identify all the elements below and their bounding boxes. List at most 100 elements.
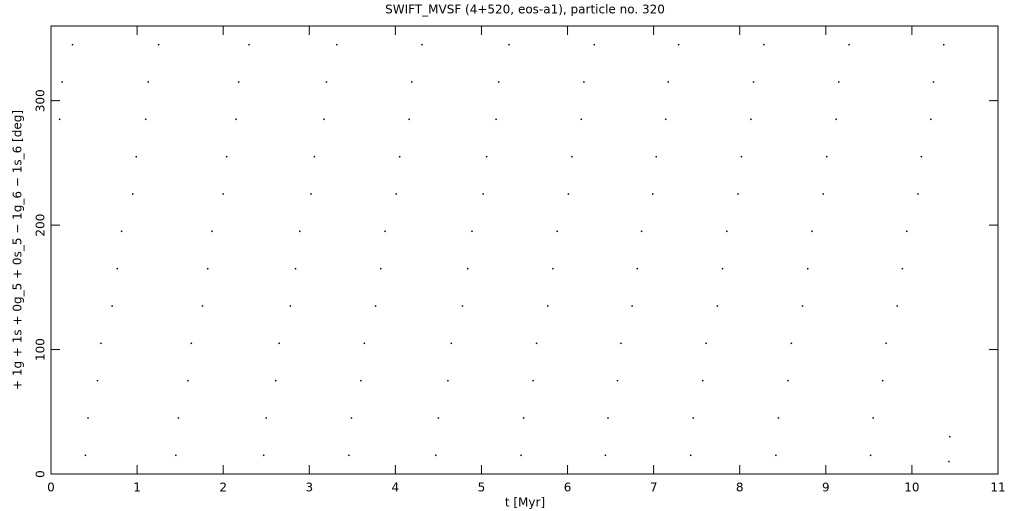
point bbox=[930, 118, 932, 121]
point bbox=[299, 230, 301, 233]
point bbox=[532, 379, 534, 382]
point bbox=[410, 81, 413, 83]
point bbox=[822, 193, 824, 195]
point bbox=[701, 379, 704, 382]
point bbox=[689, 454, 692, 457]
point bbox=[567, 193, 570, 195]
point bbox=[395, 193, 397, 195]
y-tick-label: 0 bbox=[34, 470, 48, 478]
point bbox=[408, 118, 410, 121]
point bbox=[310, 193, 312, 195]
point bbox=[801, 305, 804, 307]
point bbox=[869, 454, 872, 457]
point bbox=[466, 267, 469, 270]
point bbox=[384, 230, 386, 233]
point bbox=[571, 155, 573, 158]
point bbox=[655, 155, 657, 158]
point bbox=[175, 454, 177, 457]
x-axis-label: t [Myr] bbox=[505, 496, 545, 510]
point bbox=[905, 230, 908, 233]
point bbox=[96, 379, 99, 382]
point bbox=[201, 305, 204, 307]
point bbox=[607, 417, 609, 419]
point bbox=[556, 230, 558, 233]
point bbox=[881, 379, 884, 382]
point bbox=[604, 454, 607, 457]
point bbox=[652, 193, 654, 195]
point bbox=[872, 417, 874, 419]
point bbox=[616, 379, 619, 382]
x-tick-label: 10 bbox=[904, 481, 919, 495]
point bbox=[835, 118, 837, 121]
point bbox=[716, 305, 719, 307]
x-tick-label: 8 bbox=[736, 481, 744, 495]
point bbox=[740, 155, 743, 158]
point bbox=[265, 417, 267, 419]
point bbox=[421, 43, 423, 46]
point bbox=[535, 342, 538, 345]
point bbox=[497, 81, 500, 83]
chart-title: SWIFT_MVSF (4+520, eos-a1), particle no.… bbox=[385, 3, 665, 17]
point bbox=[640, 230, 643, 233]
point bbox=[667, 81, 670, 83]
point bbox=[811, 230, 813, 233]
point bbox=[806, 267, 809, 270]
x-tick-label: 5 bbox=[478, 481, 486, 495]
y-tick-label: 300 bbox=[34, 89, 48, 112]
plot-frame bbox=[50, 25, 999, 475]
point bbox=[790, 342, 793, 345]
point bbox=[116, 267, 119, 270]
point bbox=[737, 193, 739, 195]
point bbox=[437, 417, 440, 419]
point bbox=[84, 454, 87, 457]
point bbox=[750, 118, 752, 121]
point bbox=[580, 118, 583, 121]
point bbox=[508, 43, 510, 46]
point bbox=[775, 454, 777, 457]
point bbox=[450, 342, 453, 345]
point bbox=[726, 230, 728, 233]
point bbox=[135, 155, 137, 158]
x-tick-label: 11 bbox=[990, 481, 1005, 495]
point bbox=[177, 417, 180, 419]
point bbox=[262, 454, 265, 457]
point bbox=[896, 305, 899, 307]
point bbox=[190, 342, 193, 345]
point bbox=[546, 305, 549, 307]
point bbox=[225, 155, 228, 158]
point bbox=[920, 155, 923, 158]
point bbox=[620, 342, 622, 345]
point bbox=[379, 267, 382, 270]
point bbox=[522, 417, 525, 419]
point bbox=[520, 454, 522, 457]
point bbox=[206, 267, 209, 270]
point bbox=[360, 379, 362, 382]
point bbox=[885, 342, 887, 345]
point bbox=[752, 81, 755, 83]
x-tick-label: 1 bbox=[133, 481, 141, 495]
point bbox=[721, 267, 724, 270]
point bbox=[901, 267, 904, 270]
point bbox=[237, 81, 240, 83]
point bbox=[482, 193, 484, 195]
point bbox=[495, 118, 497, 121]
point bbox=[787, 379, 789, 382]
y-axis-label: + 1g + 1s + 0g_5 + 0s_5 − 1g_6 − 1s_6 [d… bbox=[11, 110, 25, 390]
point bbox=[705, 342, 707, 345]
point bbox=[132, 193, 134, 195]
point bbox=[949, 435, 951, 438]
point bbox=[636, 267, 639, 270]
point bbox=[593, 43, 595, 46]
point bbox=[374, 305, 377, 307]
point bbox=[235, 118, 237, 121]
point bbox=[120, 230, 123, 233]
point bbox=[144, 118, 147, 121]
point bbox=[777, 417, 780, 419]
point bbox=[363, 342, 366, 345]
point bbox=[447, 379, 449, 382]
point bbox=[336, 43, 338, 46]
point bbox=[211, 230, 213, 233]
point bbox=[313, 155, 316, 158]
point bbox=[677, 43, 680, 46]
